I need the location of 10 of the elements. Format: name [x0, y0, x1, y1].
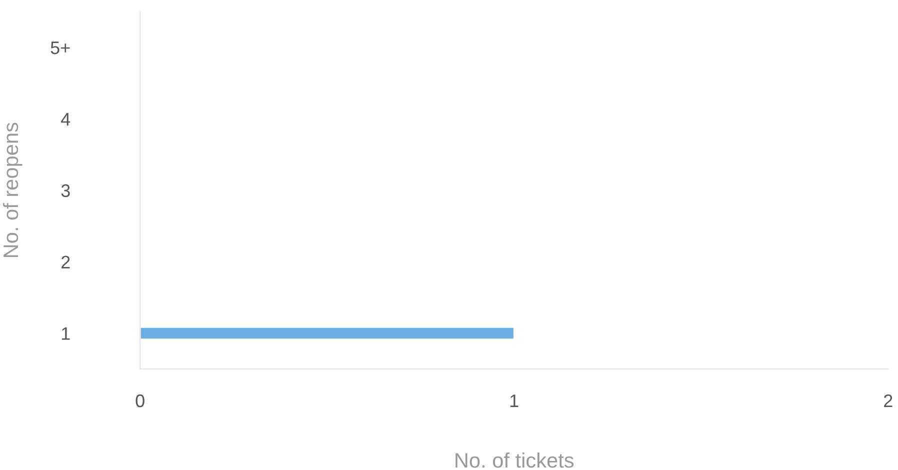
y-tick-label: 4	[61, 113, 70, 126]
y-tick-label: 2	[62, 256, 70, 268]
y-tick-label: 3	[61, 184, 70, 198]
y-tick-label: 1	[62, 327, 70, 340]
x-tick-label: 2	[884, 394, 892, 408]
x-axis-title: No. of tickets	[456, 452, 574, 468]
y-axis-title: No. of reopens	[2, 122, 22, 257]
y-tick-label: 5+	[50, 42, 70, 54]
x-tick-label: 1	[510, 394, 518, 408]
x-tick-label: 0	[136, 394, 144, 408]
